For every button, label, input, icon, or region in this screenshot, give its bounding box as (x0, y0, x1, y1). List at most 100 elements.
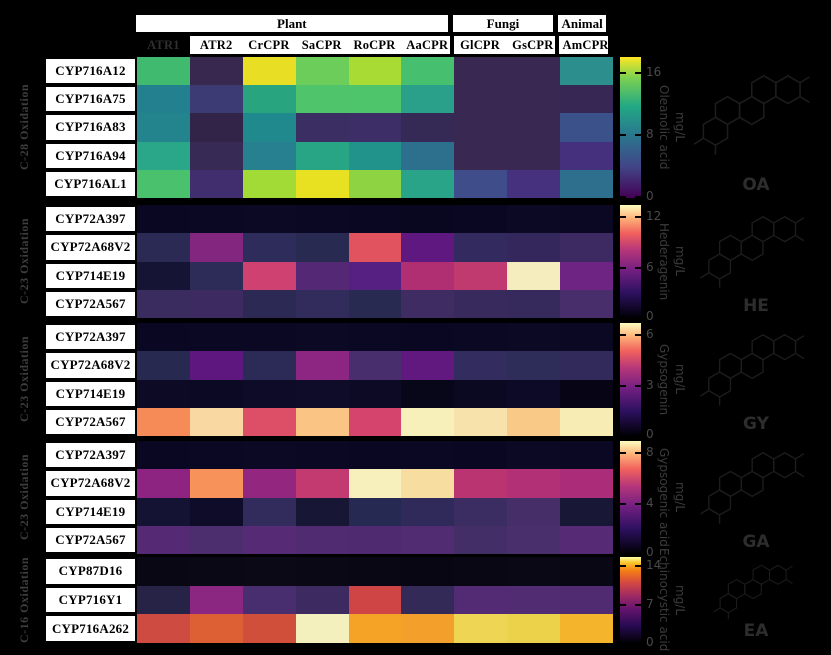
heatmap-cell (295, 205, 349, 234)
heatmap-cell (454, 261, 508, 290)
heatmap-cell (401, 497, 455, 526)
product-unit: mg/L (673, 246, 688, 277)
heatmap-cell (189, 379, 243, 408)
heatmap-cell (560, 169, 613, 198)
heatmap-cell (348, 585, 402, 615)
heatmap-cell (137, 113, 190, 142)
colorbar-tick (620, 452, 626, 455)
heatmap-cell (189, 113, 243, 142)
heatmap-cell (507, 141, 561, 170)
heatmap-cell (242, 614, 296, 643)
heatmap-grid (137, 57, 613, 198)
oxidation-side-label-text: C-23 Oxidation (16, 218, 31, 305)
heatmap-cell (295, 441, 349, 470)
heatmap-cell (401, 323, 455, 352)
heatmap-cell (189, 469, 243, 498)
colorbar-tick (635, 216, 641, 219)
panel-3: C-23 Oxidation CYP72A397 CYP72A68V2 CYP714E… (0, 323, 831, 441)
colorbar-tick (620, 71, 626, 74)
product-axis-label-text: Gypsogenin mg/L (656, 344, 688, 415)
triterpene-skeleton-icon (700, 215, 805, 288)
column-header-glcpr: GlCPR (460, 37, 500, 52)
colorbar (620, 441, 641, 555)
heatmap-cell (454, 57, 508, 86)
product-axis-label: Hederagenin mg/L (650, 205, 694, 318)
heatmap-cell (454, 441, 508, 470)
heatmap-cell (401, 85, 455, 114)
heatmap-grid (137, 441, 613, 554)
heatmap-cell (189, 169, 243, 198)
row-label-cyp72a397: CYP72A397 (44, 441, 137, 470)
structure-drawing (692, 447, 820, 528)
heatmap-cell (560, 141, 613, 170)
heatmap-cell (295, 85, 349, 114)
heatmap-cell (560, 323, 613, 352)
heatmap-cell (137, 57, 190, 86)
heatmap-cell (242, 141, 296, 170)
row-label-cyp714e19: CYP714E19 (44, 261, 137, 290)
colorbar-tick (620, 216, 626, 219)
panel-5: C-16 Oxidation CYP87D16 CYP716Y1 CYP716A262… (0, 548, 831, 652)
oxidation-side-label-text: C-23 Oxidation (16, 336, 31, 423)
heatmap-cell (137, 525, 190, 554)
heatmap-cell (242, 169, 296, 198)
structure-abbrev-label: EA (743, 621, 769, 642)
heatmap-cell (560, 585, 613, 615)
colorbar-tick (635, 452, 641, 455)
colorbar-tick (635, 434, 641, 437)
heatmap-cell (242, 525, 296, 554)
heatmap-cell (560, 57, 613, 86)
product-unit: mg/L (673, 584, 688, 616)
heatmap-cell (295, 57, 349, 86)
heatmap-cell (507, 113, 561, 142)
heatmap-cell (560, 614, 613, 643)
heatmap-cell (507, 379, 561, 408)
colorbar-tick-label: 0 (646, 545, 654, 560)
heatmap-cell (295, 497, 349, 526)
structure-abbrev-label: GY (743, 413, 769, 434)
heatmap-cell (454, 469, 508, 498)
colorbar-tick-label: 0 (646, 309, 654, 324)
colorbar-tick-label: 14 (646, 558, 662, 573)
heatmap-cell (137, 289, 190, 318)
heatmap-cell (454, 85, 508, 114)
colorbar-tick (635, 565, 641, 568)
heatmap-cell (348, 113, 402, 142)
heatmap-cell (507, 441, 561, 470)
product-axis-label-text: Oleanolic acid mg/L (656, 85, 688, 169)
triterpene-skeleton-icon (700, 333, 805, 406)
heatmap-cell (401, 525, 455, 554)
heatmap-cell (560, 441, 613, 470)
heatmap-cell (401, 351, 455, 380)
heatmap-cell (507, 585, 561, 615)
heatmap-cell (348, 441, 402, 470)
heatmap-cell (507, 85, 561, 114)
heatmap-cell (137, 205, 190, 234)
heatmap-cell (454, 525, 508, 554)
heatmap-cell (348, 351, 402, 380)
heatmap-cell (242, 497, 296, 526)
row-label-cyp714e19: CYP714E19 (44, 497, 137, 526)
heatmap-cell (507, 261, 561, 290)
product-axis-label-text: Gypsogenic acid mg/L (656, 448, 688, 547)
heatmap-cell (242, 323, 296, 352)
product-axis-label: Echinocystic acid mg/L (650, 548, 694, 651)
heatmap-cell (295, 169, 349, 198)
column-header-box (452, 35, 557, 55)
colorbar-tick (635, 552, 641, 555)
heatmap-cell (507, 614, 561, 643)
oxidation-side-label-text: C-28 Oxidation (16, 84, 31, 171)
heatmap-cell (348, 469, 402, 498)
heatmap-cell (242, 585, 296, 615)
heatmap-cell (560, 557, 613, 586)
row-label-cyp72a397: CYP72A397 (44, 323, 137, 352)
heatmap-cell (295, 525, 349, 554)
heatmap-grid (137, 205, 613, 318)
heatmap-cell (189, 289, 243, 318)
colorbar-tick (620, 196, 626, 199)
heatmap-cell (242, 469, 296, 498)
heatmap-cell (507, 469, 561, 498)
oxidation-side-label: C-28 Oxidation (10, 57, 38, 198)
row-label-cyp72a397: CYP72A397 (44, 205, 137, 234)
